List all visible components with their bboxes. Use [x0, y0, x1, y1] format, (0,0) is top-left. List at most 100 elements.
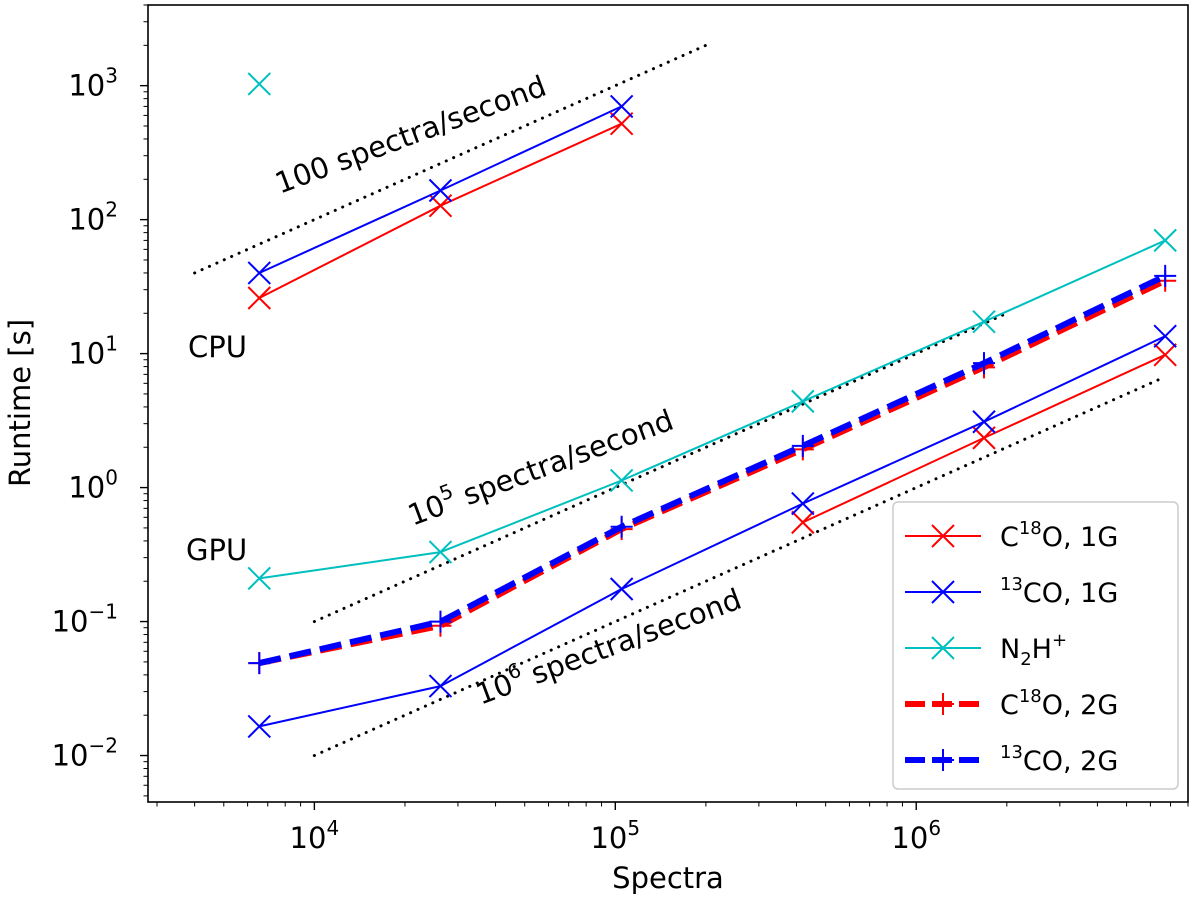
annotation-cpu: CPU [188, 330, 247, 364]
legend-label-part: 13 [1000, 742, 1023, 763]
data-point [791, 510, 815, 535]
legend-swatch-marker [931, 636, 955, 660]
plot-frame [147, 4, 1189, 803]
data-point [428, 674, 453, 698]
data-point [247, 261, 271, 285]
x-tick-label-exponent: 5 [627, 816, 640, 840]
annotation-part: CPU [188, 330, 247, 364]
x-tick-label: 106 [891, 816, 941, 855]
y-tick-label-base: 10 [52, 739, 89, 773]
annotation-100-spectra-per-second: 100 spectra/second [270, 69, 550, 201]
y-tick-label-base: 10 [68, 69, 105, 103]
legend-item-13co-2g: 13CO, 2G [905, 742, 1118, 777]
data-point [247, 286, 271, 310]
data-point [791, 491, 815, 516]
legend-label-part: 2 [1020, 649, 1031, 670]
y-tick-label-exponent: −2 [89, 734, 118, 758]
data-point [247, 566, 271, 591]
series-line [258, 273, 1167, 667]
legend-item-c18o-1g: C18O, 1G [905, 518, 1118, 553]
data-point [609, 577, 634, 601]
series-n2h [247, 72, 1177, 591]
x-tick-label-base: 10 [891, 821, 928, 855]
x-tick-label: 104 [290, 816, 340, 855]
data-point [1154, 264, 1177, 287]
data-point [972, 410, 996, 434]
legend-swatch-marker [932, 693, 954, 715]
y-tick-label-base: 10 [52, 605, 89, 639]
x-tick-label-base: 10 [290, 821, 327, 855]
y-tick-label: 101 [68, 332, 118, 371]
series-line [259, 239, 1166, 580]
reference-lines [193, 43, 1163, 758]
data-point [610, 515, 633, 538]
data-point [609, 94, 634, 119]
y-tick-label-exponent: 2 [105, 198, 118, 222]
legend-label-part: 18 [1019, 518, 1042, 539]
data-point [972, 310, 996, 334]
series-13co-1g [247, 94, 1177, 739]
data-point [791, 434, 814, 457]
series-line [259, 335, 1166, 728]
data-point [1153, 324, 1177, 348]
legend-label-part: N [1000, 634, 1020, 665]
y-tick-label-exponent: 0 [105, 466, 118, 490]
legend-label: 13CO, 1G [1000, 574, 1118, 609]
data-point [428, 540, 453, 564]
y-axis-label: Runtime [s] [3, 319, 37, 487]
data-point [609, 468, 634, 493]
legend-label: C18O, 1G [1000, 518, 1118, 553]
data-point [1153, 228, 1177, 253]
legend-label-part: C [1000, 690, 1019, 721]
annotation-part: spectra/second [450, 403, 678, 515]
data-point [248, 652, 271, 675]
data-point [972, 426, 996, 450]
legend-label: 13CO, 2G [1000, 742, 1118, 777]
y-tick-label: 103 [68, 64, 118, 103]
legend-label-part: H [1032, 634, 1052, 665]
y-tick-label: 100 [68, 466, 118, 505]
legend-swatch-marker [931, 524, 955, 548]
legend-swatch-marker [932, 749, 954, 771]
y-tick-label-exponent: −1 [89, 600, 118, 624]
x-tick-label-exponent: 4 [326, 816, 339, 840]
reference-line-10-5-spectra-second [312, 311, 1009, 624]
legend-label-part: CO, 1G [1023, 578, 1118, 609]
data-point [609, 112, 634, 136]
y-tick-label: 102 [68, 198, 118, 237]
legend-label-part: CO, 2G [1023, 746, 1118, 777]
legend-item-c18o-2g: C18O, 2G [905, 686, 1118, 721]
legend-item-n2h: N2H+ [905, 630, 1067, 670]
y-tick-label: 10−2 [52, 734, 118, 773]
legend-label: C18O, 2G [1000, 686, 1118, 721]
legend-item-13co-1g: 13CO, 1G [905, 574, 1118, 609]
annotation-part: 100 spectra/second [270, 69, 550, 201]
x-tick-label: 105 [590, 816, 640, 855]
y-tick-label-base: 10 [68, 337, 105, 371]
data-point [973, 352, 996, 375]
series-13co-2g [248, 264, 1177, 675]
legend-box [892, 501, 1179, 790]
data-point [247, 714, 271, 739]
series-line [258, 277, 1167, 667]
x-axis-label: Spectra [612, 861, 724, 895]
data-point [428, 178, 453, 203]
x-axis-ticks: 104 105 106 [156, 802, 1189, 855]
x-tick-label-exponent: 6 [928, 816, 941, 840]
y-tick-label-exponent: 3 [105, 64, 118, 88]
data-point [791, 389, 815, 414]
annotation-gpu: GPU [186, 533, 247, 567]
reference-line-10-6-spectra-second [312, 377, 1163, 758]
legend-label-part: + [1052, 630, 1067, 651]
reference-line-100-spectra-second [193, 43, 708, 275]
data-point [429, 610, 452, 633]
series-layer [247, 72, 1177, 739]
legend-swatch-marker [931, 580, 955, 604]
legend-label: N2H+ [1000, 630, 1067, 670]
legend-label-part: 18 [1019, 686, 1042, 707]
data-point [1153, 343, 1177, 367]
data-point [247, 72, 271, 96]
